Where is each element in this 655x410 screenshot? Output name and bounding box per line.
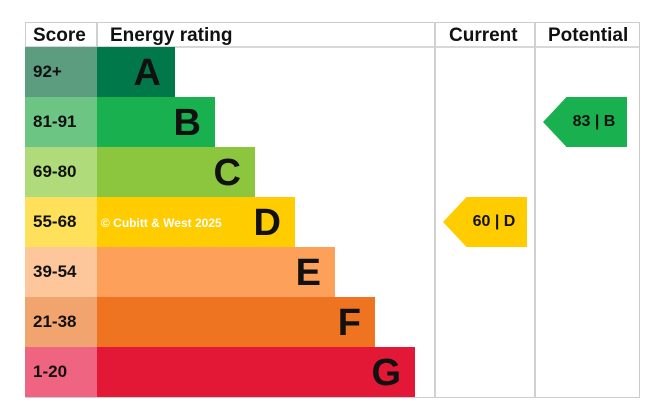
column-divider (434, 22, 436, 398)
band-bar-d: D © Cubitt & West 2025 (97, 197, 295, 247)
current-header: Current (449, 25, 518, 46)
score-range-c: 69-80 (25, 147, 97, 197)
score-range-a: 92+ (25, 47, 97, 97)
band-letter: G (371, 352, 401, 394)
band-letter: E (295, 252, 321, 294)
score-range-d: 55-68 (25, 197, 97, 247)
band-bar-g: G (97, 347, 415, 397)
potential-header: Potential (548, 25, 629, 46)
score-header: Score (33, 25, 86, 46)
band-bar-f: F (97, 297, 375, 347)
band-letter: C (213, 152, 241, 194)
band-bar-a: A (97, 47, 175, 97)
band-letter: D (253, 202, 281, 244)
band-bar-c: C (97, 147, 255, 197)
score-range-g: 1-20 (25, 347, 97, 397)
score-range-f: 21-38 (25, 297, 97, 347)
band-letter: F (337, 302, 361, 344)
header-divider (25, 46, 639, 48)
score-range-b: 81-91 (25, 97, 97, 147)
band-letter: A (133, 52, 161, 94)
potential-rating-label: 83 | B (572, 113, 616, 130)
current-rating-label: 60 | D (472, 213, 516, 230)
score-range-e: 39-54 (25, 247, 97, 297)
band-bar-e: E (97, 247, 335, 297)
watermark-text: © Cubitt & West 2025 (101, 216, 222, 230)
band-letter: B (173, 102, 201, 144)
column-divider (534, 22, 536, 398)
band-bar-b: B (97, 97, 215, 147)
energy-rating-header: Energy rating (110, 25, 233, 46)
